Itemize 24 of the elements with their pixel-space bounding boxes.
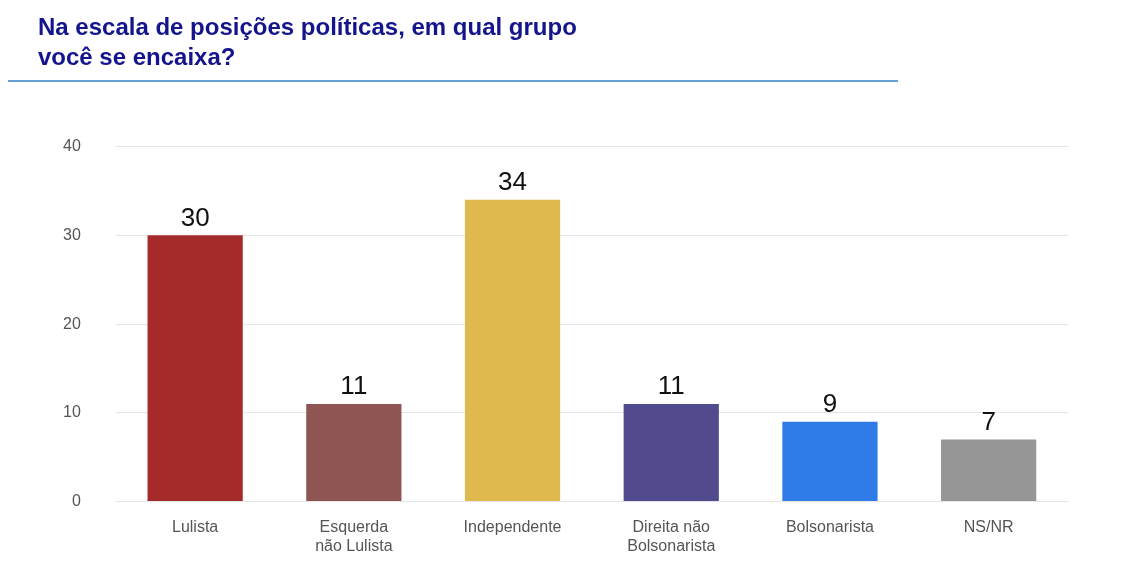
bar <box>147 235 243 502</box>
y-tick-label: 30 <box>63 225 81 243</box>
x-tick-label: Bolsonarista <box>785 517 875 535</box>
data-label: 30 <box>180 201 210 232</box>
bar <box>464 199 561 502</box>
y-tick-label: 0 <box>71 492 81 510</box>
x-tick-label: Direita não Bolsonarista <box>627 517 716 554</box>
data-label: 9 <box>822 387 838 418</box>
bar <box>623 403 719 502</box>
chart-title: Na escala de posições políticas, em qual grupo você se encaixa? <box>38 12 578 72</box>
y-tick-label: 40 <box>63 137 81 155</box>
data-label: 7 <box>981 405 996 436</box>
bar <box>306 403 402 502</box>
bar <box>782 421 878 502</box>
data-label: 11 <box>340 370 368 401</box>
y-tick-label: 20 <box>63 314 81 332</box>
x-tick-label: NS/NR <box>963 517 1014 535</box>
x-tick-label: Independente <box>463 517 562 535</box>
bar <box>941 439 1037 502</box>
data-label: 11 <box>657 370 685 401</box>
x-tick-label: Lulista <box>172 517 219 535</box>
y-tick-label: 10 <box>63 403 81 421</box>
data-label: 34 <box>498 166 528 197</box>
x-tick-label: Esquerda não Lulista <box>315 517 393 554</box>
